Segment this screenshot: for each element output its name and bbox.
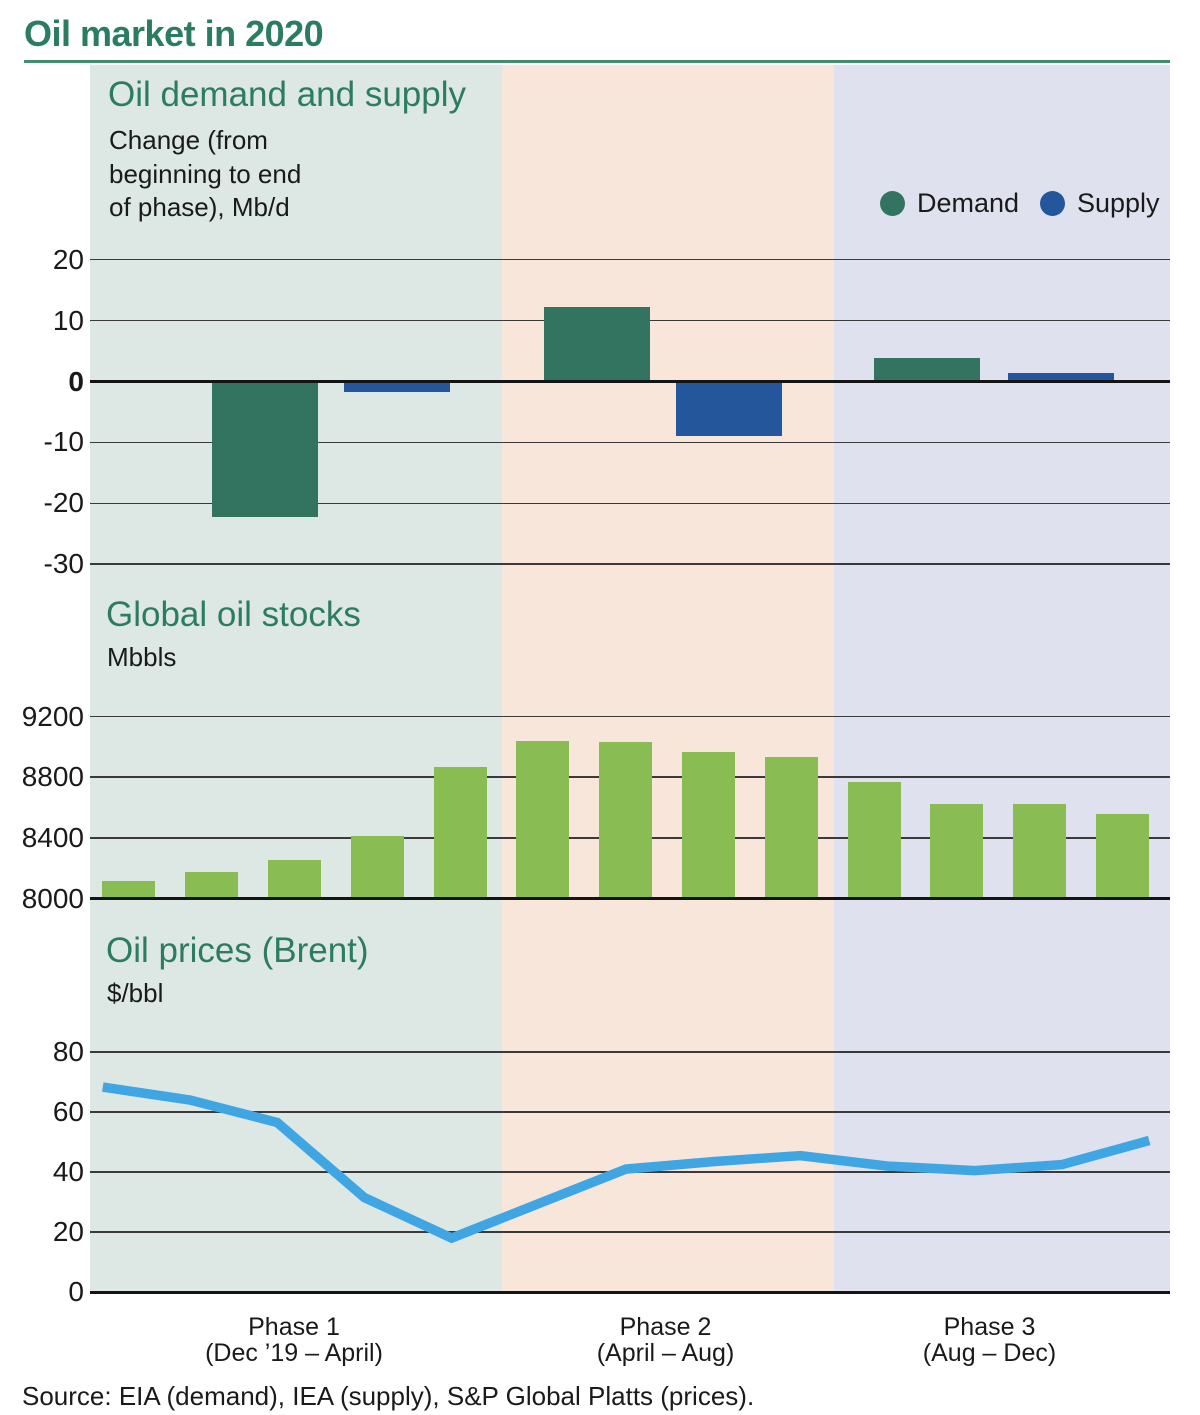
phase-name: Phase 1: [248, 1312, 340, 1341]
panel2-subtitle: Mbbls: [107, 642, 177, 672]
tick-label: 9200: [21, 700, 84, 732]
figure-title: Oil market in 2020: [24, 13, 324, 54]
stocks-bar: [681, 752, 735, 899]
stocks-bar: [764, 757, 818, 899]
gridline--20: [90, 502, 1170, 505]
phase-label-2: Phase 2 (April – Aug): [496, 1312, 836, 1367]
gridline-price-60: [90, 1111, 1170, 1113]
gridline-price-20: [90, 1231, 1170, 1233]
gridline--10: [90, 441, 1170, 444]
stocks-bar: [102, 881, 156, 899]
source-note: Source: EIA (demand), IEA (supply), S&P …: [22, 1381, 755, 1411]
tick-label: -20: [43, 487, 84, 519]
phase-name: Phase 2: [619, 1312, 712, 1341]
gridline-price-80: [90, 1051, 1170, 1053]
legend-label: Demand: [917, 188, 1020, 218]
stocks-base-axis-line: [90, 897, 1170, 901]
title-rule: [24, 60, 1170, 63]
tick-label: 20: [52, 243, 84, 275]
gridline--30: [90, 563, 1170, 565]
stocks-bar: [847, 781, 901, 899]
phase-band-1: [90, 65, 503, 1293]
tick-label: 8800: [21, 761, 84, 793]
tick-label: 40: [52, 1156, 84, 1188]
phase-label-3: Phase 3 (Aug – Dec): [820, 1312, 1160, 1367]
gridline-20: [90, 258, 1170, 261]
stocks-bar: [1013, 803, 1067, 899]
stocks-bar: [1095, 814, 1149, 899]
tick-label: 20: [52, 1216, 84, 1248]
tick-label: 8400: [21, 821, 84, 853]
stocks-bar: [930, 803, 984, 899]
tick-label: 60: [52, 1096, 84, 1128]
phase-range: (April – Aug): [596, 1339, 735, 1367]
panel3-subtitle: $/bbl: [107, 978, 164, 1008]
tick-label: 0: [68, 1276, 84, 1308]
panel1-subtitle: Change (from beginning to end of phase),…: [109, 125, 302, 222]
stocks-bar: [516, 740, 570, 899]
supply-legend-dot-icon: [1040, 191, 1065, 216]
phase-range: (Aug – Dec): [922, 1339, 1057, 1367]
panel2-title: Global oil stocks: [106, 594, 361, 634]
panel1-title: Oil demand and supply: [108, 74, 466, 114]
legend-label: Supply: [1077, 188, 1160, 218]
phase-label-1: Phase 1 (Dec ’19 – April): [124, 1312, 464, 1367]
zero-axis-line: [90, 380, 1170, 383]
phase-band-3: [833, 65, 1170, 1293]
demand-legend-dot-icon: [880, 191, 905, 216]
stocks-bar: [350, 836, 404, 899]
gridline-9200: [90, 715, 1170, 718]
gridline-price-40: [90, 1171, 1170, 1173]
legend-item-demand: Demand: [880, 188, 1020, 218]
supply-bar-phase-3: [1007, 372, 1114, 382]
tick-label: 8000: [21, 882, 84, 914]
panel3-title: Oil prices (Brent): [106, 930, 369, 970]
stocks-bar: [185, 872, 239, 899]
legend-item-supply: Supply: [1040, 188, 1160, 218]
price-base-axis-line: [90, 1290, 1170, 1294]
stocks-bar: [599, 742, 653, 899]
supply-bar-phase-1: [344, 381, 451, 392]
phase-name: Phase 3: [943, 1312, 1036, 1341]
tick-label: 0: [68, 365, 84, 397]
tick-label: -30: [43, 548, 84, 580]
phase-range: (Dec ’19 – April): [205, 1339, 383, 1367]
stocks-bar: [267, 859, 321, 899]
tick-label: 80: [52, 1035, 84, 1067]
demand-bar-phase-3: [874, 358, 980, 382]
demand-bar-phase-2: [543, 307, 650, 382]
supply-bar-phase-2: [675, 381, 782, 436]
tick-label: -10: [43, 426, 84, 458]
tick-label: 10: [52, 304, 84, 336]
demand-bar-phase-1: [211, 381, 318, 518]
stocks-bar: [433, 767, 487, 899]
phase-band-2: [502, 65, 834, 1293]
